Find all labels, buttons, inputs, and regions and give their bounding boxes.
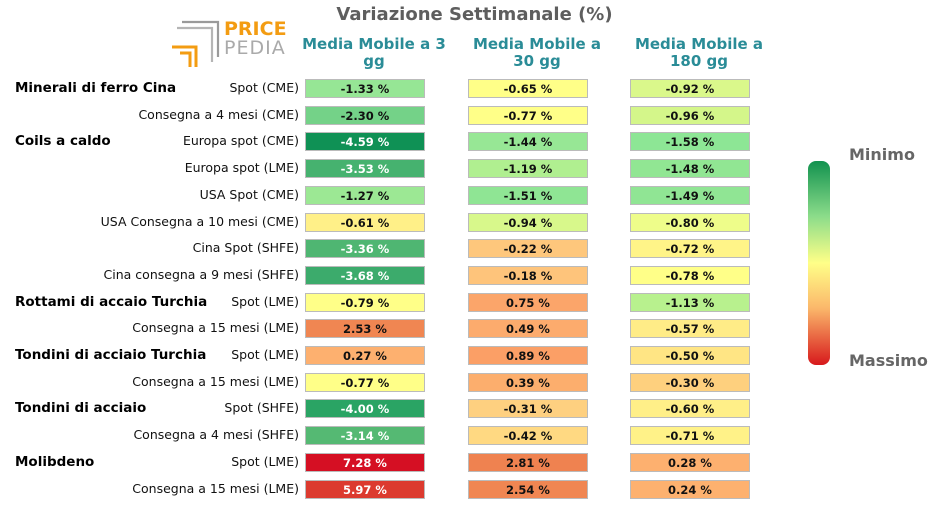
heatmap-cell: -0.61 % (305, 212, 425, 232)
heatmap-cell: -0.18 % (468, 265, 588, 285)
heatmap-cell: -0.31 % (468, 399, 588, 419)
row-label: Cina consegna a 9 mesi (SHFE) (103, 266, 299, 282)
heatmap-cell: -0.92 % (630, 79, 750, 98)
heatmap-cell: -3.53 % (305, 159, 425, 179)
row-label: Spot (LME) (231, 453, 299, 469)
heatmap-cell: -1.19 % (468, 159, 588, 179)
heatmap-cell: -0.96 % (630, 105, 750, 125)
heatmap-cell: -0.78 % (630, 265, 750, 285)
heatmap-cell: -1.58 % (630, 132, 750, 152)
heatmap-cell: 2.54 % (468, 479, 588, 499)
row-label: Europa spot (CME) (182, 133, 299, 149)
logo-mark-icon (172, 20, 220, 67)
column-header-3gg: Media Mobile a 3 gg (302, 35, 446, 70)
chart-title: Variazione Settimanale (%) (336, 4, 613, 25)
heatmap-cell: 2.53 % (305, 319, 425, 339)
heatmap-cell: -4.59 % (305, 132, 425, 152)
heatmap-cell: 0.24 % (630, 479, 750, 499)
heatmap-cell: -4.00 % (305, 399, 425, 419)
row-label: Spot (LME) (231, 347, 299, 362)
heatmap-cell: 0.27 % (305, 346, 425, 365)
row-label: USA Spot (CME) (199, 186, 299, 202)
group-label: Molibdeno (15, 453, 95, 470)
heatmap-cell: 2.81 % (468, 452, 588, 472)
legend-max-label: Massimo (849, 351, 928, 370)
heatmap-cell: 7.28 % (305, 452, 425, 472)
heatmap-cell: -1.49 % (630, 185, 750, 205)
color-scale-bar (808, 161, 830, 365)
heatmap-cell: -0.77 % (468, 105, 588, 125)
row-label: Spot (SHFE) (224, 400, 299, 416)
heatmap-cell: -0.65 % (468, 79, 588, 98)
heatmap-cell: 0.28 % (630, 452, 750, 472)
legend-min-label: Minimo (849, 145, 915, 164)
heatmap-cell: 0.49 % (468, 319, 588, 339)
heatmap-cell: -1.27 % (305, 185, 425, 205)
heatmap-cell: -0.80 % (630, 212, 750, 232)
heatmap-cell: -0.72 % (630, 239, 750, 259)
row-label: Consegna a 15 mesi (LME) (132, 480, 299, 496)
heatmap-cell: 0.75 % (468, 292, 588, 312)
heatmap-cell: -3.14 % (305, 426, 425, 446)
heatmap-cell: -3.68 % (305, 265, 425, 285)
heatmap-cell: -0.94 % (468, 212, 588, 232)
heatmap-cell: -0.79 % (305, 292, 425, 312)
heatmap-cell: 0.89 % (468, 346, 588, 365)
row-label: Cina Spot (SHFE) (192, 240, 299, 256)
row-label: Consegna a 4 mesi (SHFE) (133, 427, 299, 443)
heatmap-cell: -1.51 % (468, 185, 588, 205)
row-label: Spot (LME) (231, 293, 299, 309)
row-label: Consegna a 15 mesi (LME) (132, 373, 299, 389)
heatmap-cell: -0.22 % (468, 239, 588, 259)
heatmap-cell: -0.30 % (630, 372, 750, 392)
group-label: Tondini di acciaio Turchia (15, 347, 207, 363)
heatmap-cell: -0.42 % (468, 426, 588, 446)
heatmap-cell: 5.97 % (305, 479, 425, 499)
heatmap-cell: -1.13 % (630, 292, 750, 312)
heatmap-cell: -0.60 % (630, 399, 750, 419)
pricepedia-logo: PRICE PEDIA (172, 17, 287, 69)
group-label: Coils a caldo (15, 133, 111, 150)
row-label: Europa spot (LME) (184, 160, 299, 176)
heatmap-cell: -0.77 % (305, 372, 425, 392)
heatmap-cell: -1.48 % (630, 159, 750, 179)
heatmap-cell: -0.50 % (630, 346, 750, 365)
heatmap-cell: -0.71 % (630, 426, 750, 446)
heatmap-cell: -3.36 % (305, 239, 425, 259)
column-header-30gg: Media Mobile a 30 gg (472, 35, 602, 70)
logo-pedia-text: PEDIA (224, 37, 286, 59)
group-label: Rottami di accaio Turchia (15, 293, 208, 310)
row-label: Consegna a 4 mesi (CME) (138, 106, 299, 122)
group-label: Tondini di acciaio (15, 400, 147, 417)
heatmap-cell: -0.57 % (630, 319, 750, 339)
column-header-180gg: Media Mobile a 180 gg (634, 35, 764, 70)
heatmap-cell: -1.44 % (468, 132, 588, 152)
group-label: Minerali di ferro Cina (15, 80, 177, 96)
heatmap-cell: 0.39 % (468, 372, 588, 392)
logo-price-text: PRICE (224, 18, 287, 40)
row-label: USA Consegna a 10 mesi (CME) (100, 213, 299, 229)
row-label: Consegna a 15 mesi (LME) (132, 320, 299, 336)
heatmap-cell: -1.33 % (305, 79, 425, 98)
row-label: Spot (CME) (229, 80, 299, 95)
heatmap-cell: -2.30 % (305, 105, 425, 125)
